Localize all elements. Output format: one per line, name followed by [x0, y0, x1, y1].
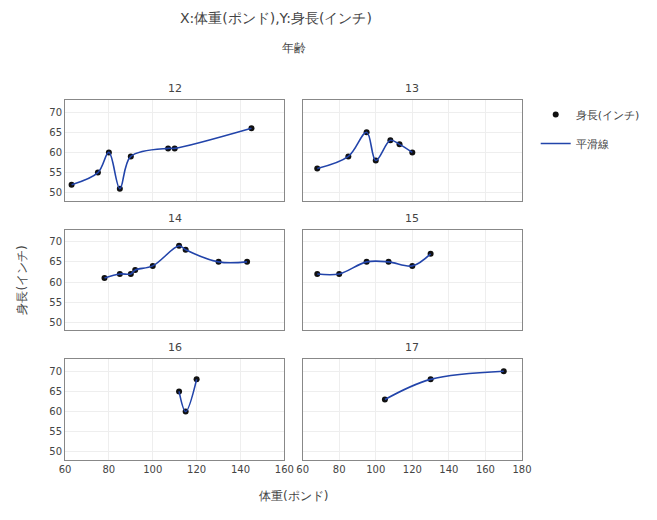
svg-text:60: 60	[296, 464, 309, 475]
svg-text:65: 65	[49, 386, 62, 397]
svg-text:12: 12	[168, 82, 182, 95]
svg-text:身長(インチ): 身長(インチ)	[576, 109, 640, 122]
svg-text:100: 100	[143, 464, 162, 475]
svg-text:60: 60	[49, 277, 62, 288]
svg-text:100: 100	[366, 464, 385, 475]
svg-text:X:体重(ポンド),Y:身長(インチ): X:体重(ポンド),Y:身長(インチ)	[180, 10, 372, 26]
svg-text:55: 55	[49, 426, 62, 437]
svg-text:60: 60	[49, 147, 62, 158]
svg-text:55: 55	[49, 297, 62, 308]
svg-text:17: 17	[405, 341, 419, 354]
svg-text:160: 160	[275, 464, 294, 475]
svg-text:70: 70	[49, 107, 62, 118]
svg-text:平滑線: 平滑線	[576, 138, 609, 151]
svg-text:60: 60	[49, 406, 62, 417]
svg-text:50: 50	[49, 187, 62, 198]
svg-text:120: 120	[403, 464, 422, 475]
svg-text:65: 65	[49, 256, 62, 267]
svg-text:70: 70	[49, 366, 62, 377]
svg-text:80: 80	[103, 464, 116, 475]
svg-text:50: 50	[49, 446, 62, 457]
svg-text:年齢: 年齢	[282, 41, 306, 55]
svg-text:80: 80	[333, 464, 346, 475]
svg-text:160: 160	[476, 464, 495, 475]
svg-text:180: 180	[512, 464, 531, 475]
svg-text:120: 120	[187, 464, 206, 475]
svg-text:140: 140	[231, 464, 250, 475]
svg-text:14: 14	[168, 212, 182, 225]
svg-text:15: 15	[405, 212, 419, 225]
svg-text:70: 70	[49, 236, 62, 247]
svg-text:65: 65	[49, 127, 62, 138]
svg-text:16: 16	[168, 341, 182, 354]
svg-text:体重(ポンド): 体重(ポンド)	[259, 489, 328, 503]
svg-text:身長(インチ): 身長(インチ)	[15, 245, 29, 314]
svg-text:140: 140	[439, 464, 458, 475]
svg-text:60: 60	[59, 464, 72, 475]
svg-text:55: 55	[49, 167, 62, 178]
svg-text:13: 13	[405, 82, 419, 95]
svg-text:50: 50	[49, 317, 62, 328]
